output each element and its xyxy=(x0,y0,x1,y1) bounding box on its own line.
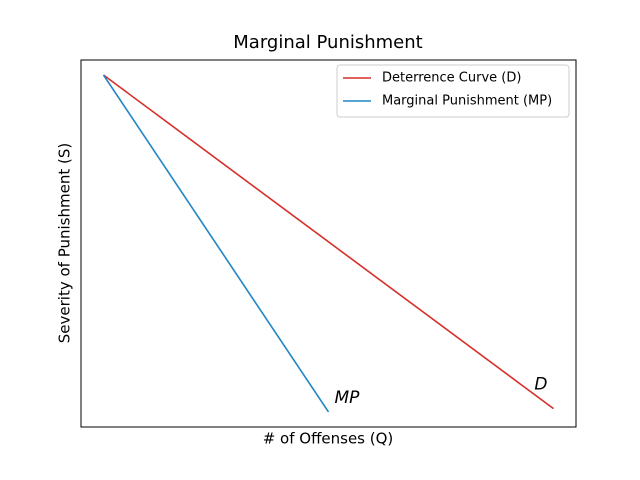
legend-label: Deterrence Curve (D) xyxy=(382,71,521,86)
plot-area xyxy=(102,74,554,413)
line-annotation: MP xyxy=(335,388,361,408)
legend-box xyxy=(336,64,570,118)
series-line xyxy=(102,74,330,413)
line-annotation: D xyxy=(534,375,547,395)
legend-label: Marginal Punishment (MP) xyxy=(382,94,552,109)
x-axis-label: # of Offenses (Q) xyxy=(263,430,394,448)
axes-frame xyxy=(80,59,577,428)
y-axis-label: Severity of Punishment (S) xyxy=(56,143,74,343)
series-line xyxy=(103,74,554,410)
chart-title: Marginal Punishment xyxy=(233,32,422,53)
